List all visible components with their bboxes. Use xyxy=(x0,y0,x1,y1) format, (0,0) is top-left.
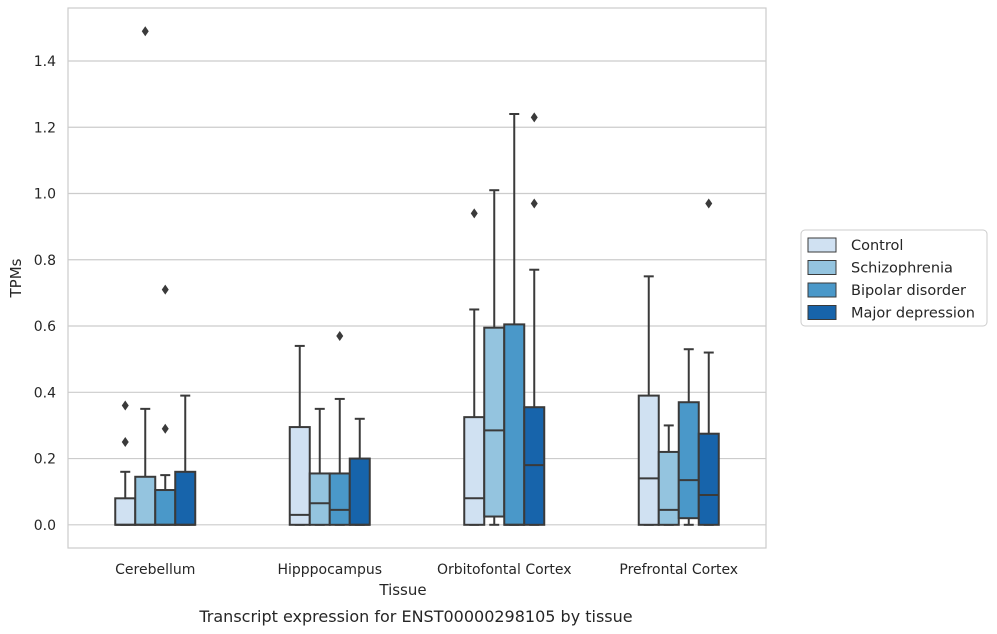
box xyxy=(657,450,680,526)
x-tick-label: Cerebellum xyxy=(115,562,195,578)
outlier-point xyxy=(161,423,169,434)
box-group xyxy=(348,417,371,526)
box-group xyxy=(523,112,546,526)
y-tick-label: 0.8 xyxy=(34,253,56,269)
box xyxy=(503,323,526,526)
outlier-point xyxy=(530,112,538,123)
legend-label: Schizophrenia xyxy=(851,261,953,277)
box xyxy=(697,432,720,526)
x-axis-ticks: Cerebellum Hipppocampus Orbitofontal Corte… xyxy=(115,562,738,578)
x-tick-label: Prefrontal Cortex xyxy=(619,562,738,578)
legend-label: Bipolar disorder xyxy=(851,283,966,299)
legend-swatch xyxy=(807,305,837,320)
y-tick-label: 0.6 xyxy=(34,319,56,335)
legend-label: Major depression xyxy=(851,306,975,322)
box-group xyxy=(288,344,311,526)
outlier-point xyxy=(470,208,478,219)
legend-swatch xyxy=(807,282,837,298)
outlier-point xyxy=(336,330,344,341)
plot-frame xyxy=(67,7,767,549)
legend-label: Control xyxy=(851,238,903,254)
box xyxy=(328,472,351,526)
x-tick-label: Hipppocampus xyxy=(277,562,382,578)
outlier-point xyxy=(705,198,713,209)
box-group xyxy=(657,424,680,526)
box-group xyxy=(154,284,177,526)
legend-frame xyxy=(800,229,988,327)
box xyxy=(637,394,660,526)
box xyxy=(483,326,506,518)
box xyxy=(114,497,137,526)
y-tick-label: 1.4 xyxy=(34,54,56,70)
x-tick-label: Orbitofontal Cortex xyxy=(437,562,572,578)
y-tick-label: 0.2 xyxy=(34,452,56,468)
box xyxy=(348,457,371,526)
box xyxy=(463,416,486,526)
box-group xyxy=(174,394,197,526)
y-axis-label: TPMs xyxy=(7,258,25,298)
y-tick-label: 1.2 xyxy=(34,120,56,136)
y-tick-label: 0.0 xyxy=(34,518,56,534)
box xyxy=(677,401,700,520)
box-group xyxy=(503,113,526,526)
outlier-point xyxy=(121,400,129,411)
outlier-point xyxy=(141,26,149,37)
box xyxy=(308,472,331,526)
y-tick-label: 0.4 xyxy=(34,385,56,401)
box xyxy=(174,470,197,526)
legend-swatch xyxy=(807,237,837,253)
box xyxy=(134,475,157,526)
outlier-point xyxy=(121,436,129,447)
box-group xyxy=(697,198,720,526)
x-axis-label: Tissue xyxy=(378,581,426,599)
box-group xyxy=(637,275,660,526)
box-groups xyxy=(114,26,720,526)
legend-swatch xyxy=(807,260,837,275)
box xyxy=(154,489,177,526)
outlier-point xyxy=(161,284,169,295)
legend: Control Schizophrenia Bipolar disorder Majo… xyxy=(800,229,988,327)
box-group xyxy=(134,26,157,526)
outlier-point xyxy=(530,198,538,209)
y-tick-label: 1.0 xyxy=(34,187,56,203)
chart-caption: Transcript expression for ENST0000029810… xyxy=(198,607,632,626)
y-axis-ticks: 0.0 0.2 0.4 0.6 0.8 1.0 1.2 1.4 xyxy=(34,54,56,534)
box xyxy=(288,426,311,526)
